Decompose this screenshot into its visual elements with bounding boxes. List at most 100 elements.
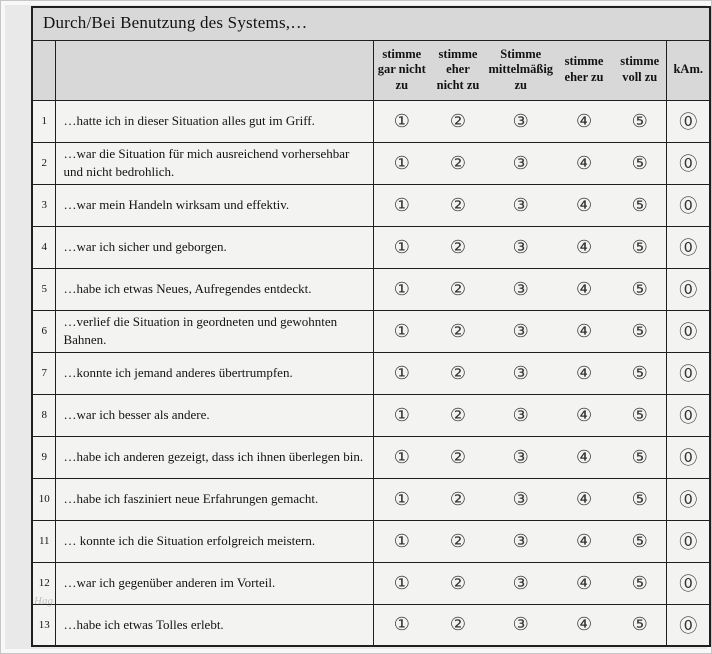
rating-option-2[interactable]: ② <box>429 183 487 227</box>
rating-option-2[interactable]: ② <box>429 477 487 521</box>
header-rating-kam: kAm. <box>666 39 711 101</box>
rating-option-kam[interactable]: ⓪ <box>666 351 711 395</box>
question-row: 1 …hatte ich in dieser Situation alles gu… <box>31 99 711 143</box>
question-number: 13 <box>31 603 57 647</box>
rating-option-5[interactable]: ⑤ <box>613 183 667 227</box>
rating-option-5[interactable]: ⑤ <box>613 141 667 185</box>
rating-option-1[interactable]: ① <box>373 267 430 311</box>
rating-option-4[interactable]: ④ <box>555 267 613 311</box>
header-rating-4: stimme eher zu <box>555 39 613 101</box>
rating-option-2[interactable]: ② <box>429 351 487 395</box>
rating-option-kam[interactable]: ⓪ <box>666 225 711 269</box>
rating-option-5[interactable]: ⑤ <box>613 477 667 521</box>
rating-option-1[interactable]: ① <box>373 393 430 437</box>
rating-option-kam[interactable]: ⓪ <box>666 141 711 185</box>
rating-option-2[interactable]: ② <box>429 519 487 563</box>
rating-option-kam[interactable]: ⓪ <box>666 393 711 437</box>
rating-option-4[interactable]: ④ <box>555 309 613 353</box>
rating-option-1[interactable]: ① <box>373 183 430 227</box>
question-text: …war mein Handeln wirksam und effektiv. <box>55 183 375 227</box>
rating-option-2[interactable]: ② <box>429 309 487 353</box>
rating-option-4[interactable]: ④ <box>555 435 613 479</box>
rating-option-5[interactable]: ⑤ <box>613 519 667 563</box>
rating-option-3[interactable]: ③ <box>486 141 556 185</box>
rating-option-3[interactable]: ③ <box>486 99 556 143</box>
rating-option-3[interactable]: ③ <box>486 267 556 311</box>
rating-option-1[interactable]: ① <box>373 519 430 563</box>
header-number-cell <box>31 39 57 101</box>
rating-option-3[interactable]: ③ <box>486 351 556 395</box>
rating-option-2[interactable]: ② <box>429 393 487 437</box>
rating-option-4[interactable]: ④ <box>555 99 613 143</box>
rating-option-5[interactable]: ⑤ <box>613 393 667 437</box>
rating-option-kam[interactable]: ⓪ <box>666 183 711 227</box>
rating-option-2[interactable]: ② <box>429 141 487 185</box>
rating-option-2[interactable]: ② <box>429 267 487 311</box>
rating-option-kam[interactable]: ⓪ <box>666 435 711 479</box>
rating-option-5[interactable]: ⑤ <box>613 309 667 353</box>
question-number: 6 <box>31 309 57 353</box>
rating-option-5[interactable]: ⑤ <box>613 435 667 479</box>
rating-option-5[interactable]: ⑤ <box>613 225 667 269</box>
question-row: 12 …war ich gegenüber anderen im Vorteil.… <box>31 561 711 605</box>
rating-option-4[interactable]: ④ <box>555 477 613 521</box>
rating-option-5[interactable]: ⑤ <box>613 99 667 143</box>
rating-option-2[interactable]: ② <box>429 435 487 479</box>
rating-option-2[interactable]: ② <box>429 99 487 143</box>
rating-option-1[interactable]: ① <box>373 351 430 395</box>
rating-option-1[interactable]: ① <box>373 603 430 647</box>
rating-option-3[interactable]: ③ <box>486 225 556 269</box>
question-number: 10 <box>31 477 57 521</box>
rating-option-4[interactable]: ④ <box>555 519 613 563</box>
rating-option-5[interactable]: ⑤ <box>613 267 667 311</box>
rating-option-3[interactable]: ③ <box>486 393 556 437</box>
question-text: …habe ich anderen gezeigt, dass ich ihne… <box>55 435 375 479</box>
rating-option-4[interactable]: ④ <box>555 561 613 605</box>
question-row: 3 …war mein Handeln wirksam und effektiv.… <box>31 183 711 227</box>
rating-option-3[interactable]: ③ <box>486 309 556 353</box>
question-text: …habe ich etwas Tolles erlebt. <box>55 603 375 647</box>
rating-option-4[interactable]: ④ <box>555 225 613 269</box>
question-row: 4 …war ich sicher und geborgen. ① ② ③ ④ ⑤ ⓪ <box>31 225 711 269</box>
rating-option-1[interactable]: ① <box>373 309 430 353</box>
rating-option-3[interactable]: ③ <box>486 435 556 479</box>
rating-option-1[interactable]: ① <box>373 561 430 605</box>
rating-option-1[interactable]: ① <box>373 435 430 479</box>
title-row: Durch/Bei Benutzung des Systems,… <box>31 6 711 41</box>
rating-option-4[interactable]: ④ <box>555 141 613 185</box>
question-text: …konnte ich jemand anderes übertrumpfen. <box>55 351 375 395</box>
rating-option-kam[interactable]: ⓪ <box>666 267 711 311</box>
rating-option-5[interactable]: ⑤ <box>613 603 667 647</box>
question-row: 5 …habe ich etwas Neues, Aufregendes entd… <box>31 267 711 311</box>
rating-option-4[interactable]: ④ <box>555 603 613 647</box>
rating-option-4[interactable]: ④ <box>555 393 613 437</box>
rating-option-kam[interactable]: ⓪ <box>666 477 711 521</box>
rating-option-1[interactable]: ① <box>373 477 430 521</box>
rating-option-kam[interactable]: ⓪ <box>666 519 711 563</box>
rating-option-2[interactable]: ② <box>429 225 487 269</box>
question-number: 1 <box>31 99 57 143</box>
rating-option-2[interactable]: ② <box>429 561 487 605</box>
rating-option-3[interactable]: ③ <box>486 183 556 227</box>
rating-header-row: stimme gar nicht zu stimme eher nicht zu… <box>31 39 711 101</box>
rating-option-1[interactable]: ① <box>373 141 430 185</box>
rating-option-kam[interactable]: ⓪ <box>666 561 711 605</box>
question-row: 7 …konnte ich jemand anderes übertrumpfen… <box>31 351 711 395</box>
rating-option-3[interactable]: ③ <box>486 477 556 521</box>
rating-option-5[interactable]: ⑤ <box>613 561 667 605</box>
rating-option-3[interactable]: ③ <box>486 603 556 647</box>
rating-option-kam[interactable]: ⓪ <box>666 309 711 353</box>
rating-option-4[interactable]: ④ <box>555 351 613 395</box>
header-statement-cell <box>55 39 375 101</box>
rating-option-5[interactable]: ⑤ <box>613 351 667 395</box>
rating-option-1[interactable]: ① <box>373 99 430 143</box>
rating-option-kam[interactable]: ⓪ <box>666 99 711 143</box>
rating-option-4[interactable]: ④ <box>555 183 613 227</box>
question-text: …war ich gegenüber anderen im Vorteil. <box>55 561 375 605</box>
rating-option-kam[interactable]: ⓪ <box>666 603 711 647</box>
rating-option-3[interactable]: ③ <box>486 519 556 563</box>
rating-option-1[interactable]: ① <box>373 225 430 269</box>
rating-option-2[interactable]: ② <box>429 603 487 647</box>
rating-option-3[interactable]: ③ <box>486 561 556 605</box>
header-rating-2: stimme eher nicht zu <box>429 39 487 101</box>
